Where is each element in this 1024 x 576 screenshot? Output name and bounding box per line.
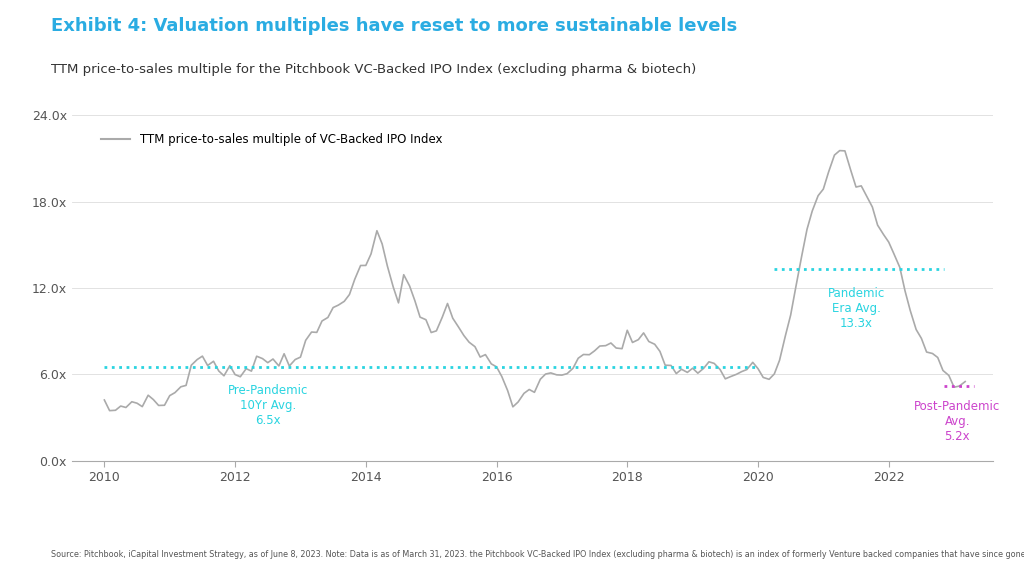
Text: Exhibit 4: Valuation multiples have reset to more sustainable levels: Exhibit 4: Valuation multiples have rese… bbox=[51, 17, 737, 35]
Text: Pre-Pandemic
10Yr Avg.
6.5x: Pre-Pandemic 10Yr Avg. 6.5x bbox=[227, 385, 308, 427]
Legend: TTM price-to-sales multiple of VC-Backed IPO Index: TTM price-to-sales multiple of VC-Backed… bbox=[96, 128, 446, 150]
Text: Pandemic
Era Avg.
13.3x: Pandemic Era Avg. 13.3x bbox=[827, 287, 885, 329]
Text: Post-Pandemic
Avg.
5.2x: Post-Pandemic Avg. 5.2x bbox=[914, 400, 1000, 444]
Text: TTM price-to-sales multiple for the Pitchbook VC-Backed IPO Index (excluding pha: TTM price-to-sales multiple for the Pitc… bbox=[51, 63, 696, 77]
Text: Source: Pitchbook, iCapital Investment Strategy, as of June 8, 2023. Note: Data : Source: Pitchbook, iCapital Investment S… bbox=[51, 550, 1024, 559]
